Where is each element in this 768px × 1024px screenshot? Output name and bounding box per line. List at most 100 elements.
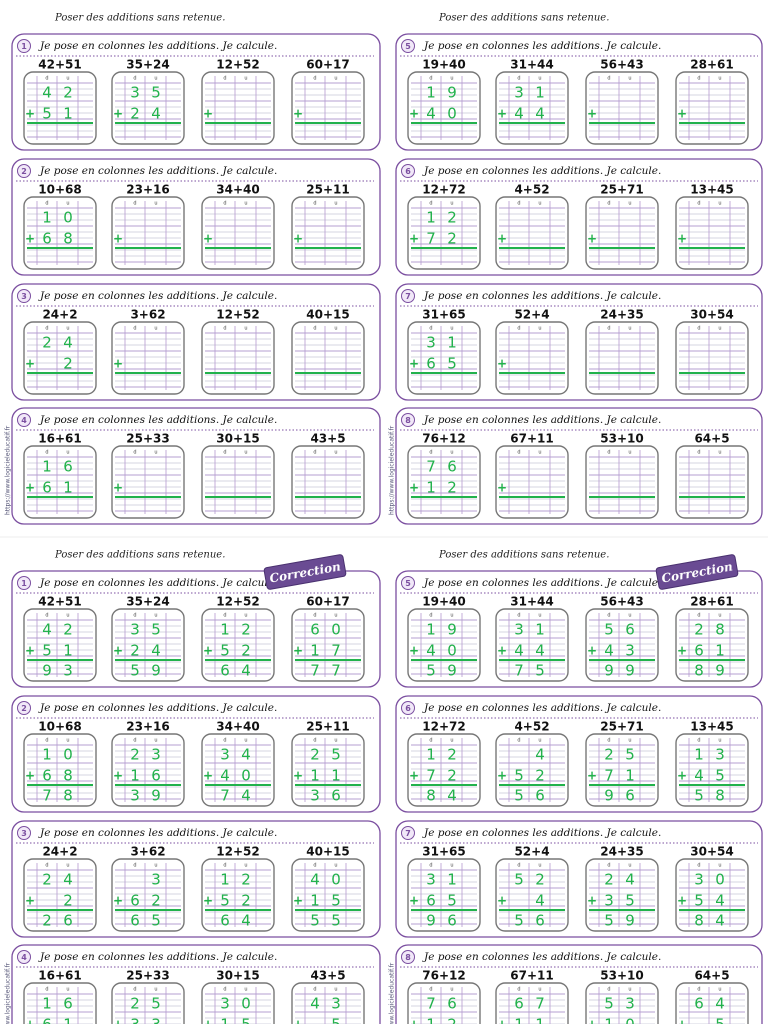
column-grid: d u +3 52 4 (111, 71, 185, 145)
exercise-badge (401, 701, 415, 715)
result-digit: 7 (331, 662, 341, 680)
operand-digit: 7 (604, 767, 614, 785)
operand-digit: 4 (535, 105, 545, 123)
operand-digit: 3 (130, 621, 140, 639)
problem-label: 25+33 (126, 432, 169, 446)
operand-digit: 4 (63, 871, 73, 889)
operand-digit: 4 (42, 84, 52, 102)
problem-label: 12+52 (216, 845, 259, 859)
place-header: u (66, 613, 69, 619)
result-digit: 8 (63, 787, 73, 805)
operand-digit: 6 (310, 621, 320, 639)
place-header: d (697, 738, 700, 744)
exercise-badge (401, 576, 415, 590)
operand-digit: 2 (535, 871, 545, 889)
result-digit: 9 (625, 912, 635, 930)
result-digit: 3 (130, 787, 140, 805)
instruction: Je pose en colonnes les additions. Je ca… (422, 414, 661, 426)
operand-digit: 5 (625, 892, 635, 910)
exercise-frame (395, 570, 763, 688)
operand-digit: 4 (241, 746, 251, 764)
instruction: Je pose en colonnes les additions. Je ca… (422, 40, 661, 52)
place-header: d (697, 76, 700, 82)
plus-sign: + (203, 1018, 213, 1024)
result-digit: 9 (151, 787, 161, 805)
plus-sign: + (203, 644, 213, 658)
place-header: d (45, 987, 48, 993)
operand-digit: 3 (625, 995, 635, 1013)
place-header: u (718, 863, 721, 869)
place-header: u (450, 987, 453, 993)
operand-digit: 5 (514, 871, 524, 889)
place-header: u (244, 613, 247, 619)
operand-digit: 1 (220, 1016, 230, 1024)
result-digit: 6 (535, 787, 545, 805)
operand-digit: 0 (331, 621, 341, 639)
problem-label: 3+62 (130, 308, 165, 322)
column-grid: d u + (291, 196, 365, 270)
exercise-frame (11, 944, 381, 1024)
exercise-number: 3 (21, 829, 27, 838)
column-grid: d u + (675, 196, 749, 270)
place-header: u (450, 326, 453, 332)
operand-digit: 2 (42, 334, 52, 352)
result-digit: 9 (447, 662, 457, 680)
place-header: u (628, 450, 631, 456)
operand-digit: 7 (426, 995, 436, 1013)
place-header: d (607, 863, 610, 869)
place-header: d (223, 987, 226, 993)
place-header: u (628, 738, 631, 744)
place-header: d (429, 987, 432, 993)
problem-label: 25+11 (306, 183, 349, 197)
operand-digit: 2 (42, 871, 52, 889)
operand-digit: 1 (310, 767, 320, 785)
place-header: d (607, 613, 610, 619)
problem-label: 43+5 (310, 969, 345, 983)
result-digit: 7 (514, 662, 524, 680)
operand-digit: 5 (331, 892, 341, 910)
exercise-frame (395, 283, 763, 401)
operand-digit: 1 (694, 746, 704, 764)
result-digit: 5 (426, 662, 436, 680)
place-header: u (66, 863, 69, 869)
plus-sign: + (25, 107, 35, 121)
place-header: d (313, 76, 316, 82)
problem-label: 40+15 (306, 308, 349, 322)
exercise-number: 3 (21, 292, 27, 301)
instruction: Je pose en colonnes les additions. Je ca… (38, 702, 277, 714)
column-grid: d u+5 64 39 9 (585, 608, 659, 682)
operand-digit: 4 (715, 892, 725, 910)
operand-digit: 5 (625, 746, 635, 764)
operand-digit: 2 (447, 230, 457, 248)
result-digit: 6 (130, 912, 140, 930)
place-header: d (517, 738, 520, 744)
column-grid: d u+2 43 55 9 (585, 858, 659, 932)
operand-digit: 7 (426, 458, 436, 476)
exercise-frame (11, 283, 381, 401)
plus-sign: + (497, 644, 507, 658)
column-grid: d u+5 245 6 (495, 858, 569, 932)
place-header: d (429, 326, 432, 332)
operand-digit: 7 (331, 642, 341, 660)
operand-digit: 1 (63, 105, 73, 123)
place-header: u (66, 76, 69, 82)
place-header: d (223, 450, 226, 456)
operand-digit: 4 (694, 767, 704, 785)
plus-sign: + (113, 894, 123, 908)
plus-sign: + (293, 1018, 303, 1024)
column-grid: d u +4 25 1 (23, 71, 97, 145)
column-grid: d u + (111, 321, 185, 395)
place-header: u (154, 326, 157, 332)
operand-digit: 1 (130, 767, 140, 785)
exercise-number: 2 (21, 704, 27, 713)
place-header: u (628, 987, 631, 993)
operand-digit: 4 (426, 105, 436, 123)
exercise-number: 5 (405, 579, 411, 588)
place-header: d (517, 987, 520, 993)
problem-label: 12+52 (216, 58, 259, 72)
watermark: https://www.logicieleducatif.fr (389, 425, 396, 515)
place-header: u (450, 738, 453, 744)
place-header: u (66, 738, 69, 744)
plus-sign: + (25, 769, 35, 783)
operand-digit: 4 (625, 871, 635, 889)
